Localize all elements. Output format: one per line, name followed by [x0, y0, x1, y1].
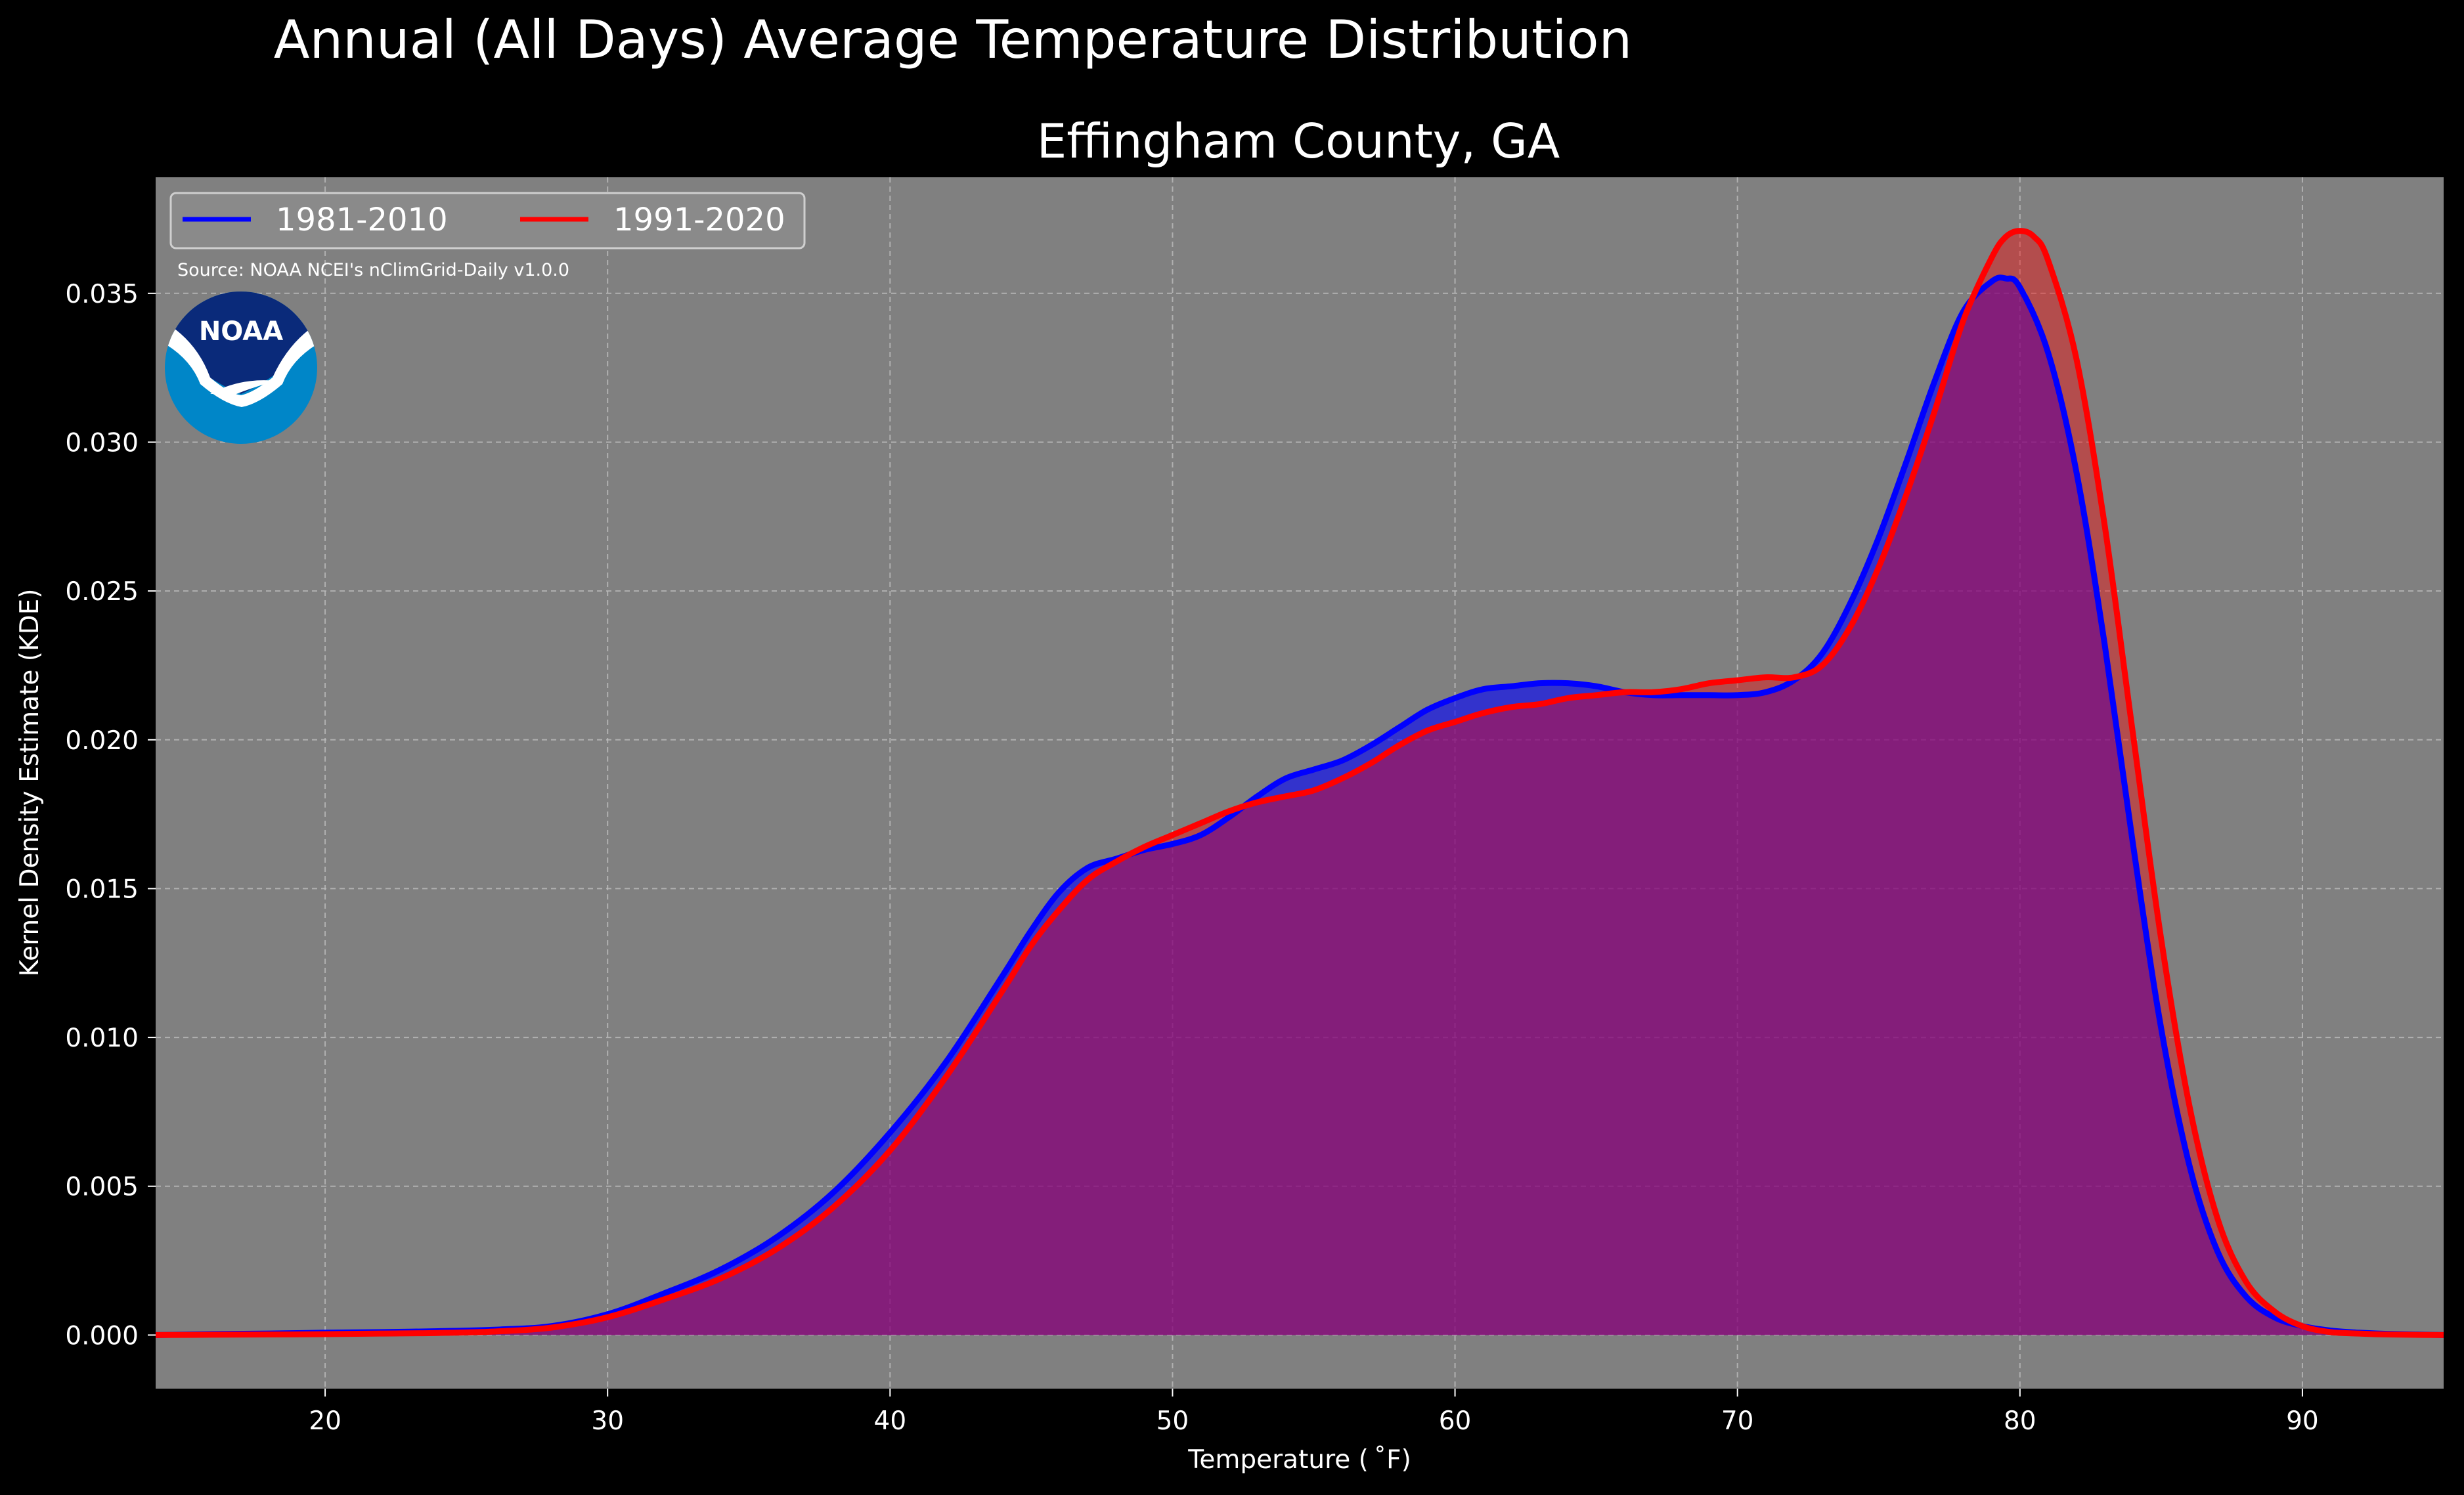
x-tick-label: 40 — [874, 1406, 907, 1436]
y-tick-label: 0.000 — [65, 1321, 139, 1351]
y-tick-label: 0.010 — [65, 1024, 139, 1053]
line-1991-2020 — [155, 228, 2444, 1338]
area-1981-2010 — [156, 277, 2444, 1335]
y-tick-label: 0.035 — [65, 280, 139, 309]
x-tick-label: 50 — [1156, 1406, 1189, 1436]
legend-frame — [169, 192, 806, 249]
source-note: Source: NOAA NCEI's nClimGrid-Daily v1.0… — [177, 260, 569, 280]
area-1991-2020 — [156, 230, 2444, 1335]
x-tick-label: 60 — [1439, 1406, 1472, 1436]
line-1981-2010 — [155, 274, 2444, 1338]
y-tick-label: 0.005 — [65, 1173, 139, 1202]
y-tick-label: 0.025 — [65, 577, 139, 607]
figure-suptitle: Annual (All Days) Average Temperature Di… — [274, 9, 1632, 70]
x-tick-label: 80 — [2004, 1406, 2036, 1436]
x-tick-label: 30 — [591, 1406, 624, 1436]
noaa-logo-icon: NOAA — [165, 292, 317, 444]
legend: 1981-2010 1991-2020 — [169, 192, 806, 249]
y-axis-ticks: 0.000 0.005 0.010 0.015 0.020 0.025 0.030 0.035 — [65, 280, 156, 1351]
legend-label-1981-2010: 1981-2010 — [276, 202, 448, 238]
x-tick-label: 90 — [2286, 1406, 2319, 1436]
y-tick-label: 0.020 — [65, 726, 139, 756]
x-axis-label: Temperature ( ˚F) — [1187, 1445, 1411, 1475]
noaa-logo-text: NOAA — [199, 316, 283, 347]
x-axis-ticks: 20 30 40 50 60 70 80 90 — [309, 1389, 2319, 1436]
y-tick-label: 0.030 — [65, 428, 139, 458]
series-layer — [155, 228, 2444, 1338]
chart-title: Effingham County, GA — [1037, 114, 1560, 169]
legend-label-1991-2020: 1991-2020 — [613, 202, 785, 238]
x-tick-label: 20 — [309, 1406, 341, 1436]
y-axis-label: Kernel Density Estimate (KDE) — [15, 589, 45, 977]
y-tick-label: 0.015 — [65, 875, 139, 904]
x-tick-label: 70 — [1721, 1406, 1754, 1436]
